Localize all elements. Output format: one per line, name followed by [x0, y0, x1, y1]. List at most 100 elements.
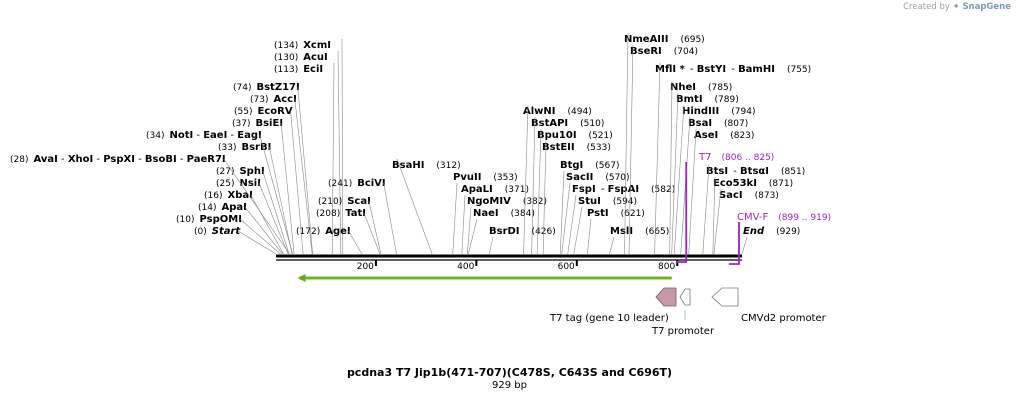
site-leader-line: [294, 98, 313, 255]
orf-arrowhead[interactable]: [297, 274, 306, 282]
site-label-start[interactable]: (0) Start: [194, 226, 241, 237]
t7-tag-label[interactable]: T7 tag (gene 10 leader): [549, 313, 669, 324]
site-label-alwni[interactable]: AlwNI (494): [523, 106, 592, 117]
site-label-mfli[interactable]: MflI * - BstYI - BamHI (755): [655, 64, 811, 75]
sequence-map[interactable]: 200 400 600 800(0) Start(10) PspOMI(14) ApaI(1…: [0, 0, 1019, 360]
site-leader-line: [331, 62, 335, 255]
site-leader-line: [713, 188, 722, 255]
created-by-text: Created by: [903, 2, 950, 12]
site-label-tati[interactable]: (208) TatI: [316, 208, 366, 219]
snapgene-logo-icon: ✦: [952, 2, 960, 12]
site-label-noti[interactable]: (34) NotI - EaeI - EagI: [146, 130, 262, 141]
site-label-bseri[interactable]: BseRI (704): [630, 46, 698, 57]
map-length: 929 bp: [492, 380, 527, 391]
site-label-xbai[interactable]: (16) XbaI: [204, 190, 253, 201]
t7-tag-arrow[interactable]: [655, 287, 677, 307]
site-leader-line: [467, 206, 472, 255]
site-label-avai[interactable]: (28) AvaI - XhoI - PspXI - BsoBI - PaeR7I: [10, 154, 226, 165]
site-label-btgi[interactable]: BtgI (567): [560, 160, 619, 171]
site-leader-line: [290, 110, 304, 255]
site-leader-line: [396, 158, 433, 255]
site-label-ngomiv[interactable]: NgoMIV (382): [467, 196, 547, 207]
primer-t7-label[interactable]: T7 (806 .. 825): [698, 152, 774, 163]
site-leader-line: [628, 44, 634, 255]
site-label-nsii[interactable]: (25) NsiI: [216, 178, 261, 189]
site-leader-line: [250, 194, 284, 255]
site-leader-line: [468, 218, 478, 255]
site-label-asei[interactable]: AseI (823): [694, 130, 754, 141]
ruler-tick-label: 200: [357, 262, 374, 272]
cmv-promoter-arrow[interactable]: [711, 287, 739, 307]
site-label-eco53ki[interactable]: Eco53kI (871): [713, 178, 793, 189]
t7-promoter-label[interactable]: T7 promoter: [651, 326, 715, 337]
site-label-ecii[interactable]: (113) EciI: [274, 64, 323, 75]
site-leader-line: [654, 62, 661, 255]
site-leader-line: [238, 230, 277, 255]
site-leader-line: [452, 182, 458, 255]
site-leader-line: [244, 206, 283, 255]
primer-cmv-f-label[interactable]: CMV-F (899 .. 919): [737, 212, 831, 223]
site-label-apali[interactable]: ApaLI (371): [461, 184, 529, 195]
site-label-bsahi[interactable]: BsaHI (312): [392, 160, 461, 171]
site-leader-line: [337, 50, 342, 255]
site-label-btsi[interactable]: BtsI - BtsαI (851): [706, 166, 805, 177]
site-leader-line: [587, 218, 592, 255]
site-label-sacii[interactable]: SacII (570): [566, 172, 630, 183]
site-leader-line: [368, 200, 382, 255]
site-label-bpu10i[interactable]: Bpu10I (521): [537, 130, 613, 141]
site-label-bsiei[interactable]: (37) BsiEI: [232, 118, 283, 129]
site-leader-line: [669, 80, 673, 255]
site-leader-line: [688, 128, 697, 255]
site-leader-line: [559, 170, 565, 255]
cmv-promoter-label[interactable]: CMVd2 promoter: [741, 313, 827, 324]
site-label-bstz17i[interactable]: (74) BstZ17I: [233, 82, 300, 93]
map-title: pcdna3 T7 Jip1b(471-707)(C478S, C643S an…: [346, 366, 673, 379]
site-leader-line: [341, 38, 344, 255]
site-leader-line: [673, 104, 685, 255]
site-label-agei[interactable]: (172) AgeI: [296, 226, 351, 237]
site-label-hindiii[interactable]: HindIII (794): [682, 106, 755, 117]
site-label-stui[interactable]: StuI (594): [578, 196, 637, 207]
site-label-sphi[interactable]: (27) SphI: [216, 166, 265, 177]
primer-cmv-f-arrow[interactable]: [728, 222, 740, 265]
site-label-acci[interactable]: (73) AccI: [250, 94, 297, 105]
site-leader-line: [269, 146, 293, 255]
site-label-saci[interactable]: SacI (873): [719, 190, 779, 201]
primer-t7-arrow[interactable]: [676, 162, 688, 263]
site-label-pspomi[interactable]: (10) PspOMI: [176, 214, 242, 225]
site-leader-line: [259, 134, 293, 255]
site-label-pvuii[interactable]: PvuII (353): [453, 172, 518, 183]
site-leader-line: [542, 140, 547, 255]
site-label-bmti[interactable]: BmtI (789): [676, 94, 739, 105]
site-leader-line: [573, 206, 583, 255]
site-label-fspi[interactable]: FspI - FspAI (582): [572, 184, 675, 195]
site-label-nmeaiii[interactable]: NmeAIII (695): [624, 34, 705, 45]
site-label-acui[interactable]: (130) AcuI: [274, 52, 328, 63]
site-label-scai[interactable]: (210) ScaI: [318, 196, 371, 207]
site-label-bsrbi[interactable]: (33) BsrBI: [218, 142, 271, 153]
site-label-xcmi[interactable]: (134) XcmI: [274, 40, 331, 51]
site-label-bcivi[interactable]: (241) BciVI: [328, 178, 386, 189]
site-label-nhei[interactable]: NheI (785): [670, 82, 732, 93]
site-label-bstapi[interactable]: BstAPI (510): [531, 118, 604, 129]
site-label-naei[interactable]: NaeI (384): [473, 208, 535, 219]
site-label-bsteii[interactable]: BstEII (533): [542, 142, 611, 153]
t7-promoter-arrow[interactable]: [679, 288, 691, 306]
site-leader-line: [741, 236, 748, 255]
ruler-tick-label: 800: [658, 262, 675, 272]
site-leader-line: [536, 128, 542, 255]
site-label-msli[interactable]: MslI (665): [610, 226, 669, 237]
brand-name: SnapGene: [962, 2, 1011, 12]
site-leader-line: [223, 158, 290, 255]
site-leader-line: [712, 176, 716, 255]
site-leader-line: [561, 182, 571, 255]
site-leader-line: [609, 236, 615, 255]
site-label-bsai[interactable]: BsaI (807): [688, 118, 748, 129]
site-label-psti[interactable]: PstI (621): [587, 208, 645, 219]
site-label-end[interactable]: End (929): [743, 226, 800, 237]
site-label-apai[interactable]: (14) ApaI: [198, 202, 247, 213]
site-leader-line: [239, 218, 281, 255]
site-label-bsrdi[interactable]: BsrDI (426): [489, 226, 556, 237]
site-label-ecorv[interactable]: (55) EcoRV: [234, 106, 293, 117]
site-leader-line: [258, 182, 289, 255]
